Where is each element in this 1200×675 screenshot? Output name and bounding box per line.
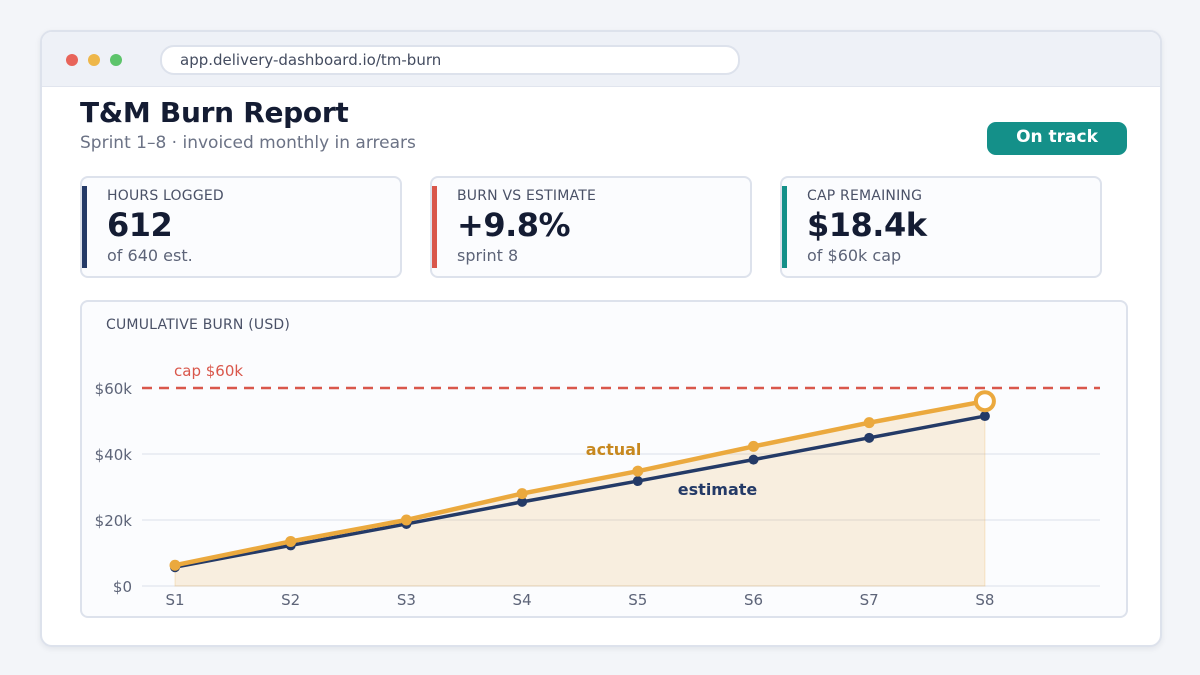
browser-window: app.delivery-dashboard.io/tm-burn T&M Bu…	[40, 30, 1162, 647]
actual-point	[748, 440, 759, 452]
x-tick-label: S6	[744, 591, 763, 609]
status-badge: On track	[987, 122, 1127, 155]
actual-point	[632, 465, 644, 477]
browser-titlebar: app.delivery-dashboard.io/tm-burn	[42, 32, 1160, 87]
y-tick-label: $40k	[95, 446, 133, 464]
x-tick-label: S5	[628, 591, 647, 609]
x-tick-label: S4	[513, 591, 532, 609]
cumulative-burn-chart: $0 $20k $40k $60k S1 S2 S3 S4 S5 S6 S7 S8 cap $60k ac…	[95, 362, 1100, 609]
x-tick-label: S1	[165, 591, 184, 609]
kpi-value: 612	[107, 206, 173, 244]
chart-title: CUMULATIVE BURN (USD)	[106, 317, 291, 333]
kpi-card-burn-vs-estimate: BURN VS ESTIMATE +9.8% sprint 8	[430, 176, 752, 278]
kpi-note: of $60k cap	[807, 246, 902, 265]
kpi-label: CAP REMAINING	[807, 188, 923, 204]
minimize-window-button[interactable]	[88, 54, 100, 66]
kpi-card-hours-logged: HOURS LOGGED 612 of 640 est.	[80, 176, 402, 278]
estimate-point	[748, 454, 759, 465]
maximize-window-button[interactable]	[110, 54, 122, 66]
y-tick-label: $0	[113, 578, 132, 596]
cumulative-burn-chart-card: CUMULATIVE BURN (USD) $0 $20k $40k $60k S1 S2…	[80, 300, 1128, 618]
estimate-point	[979, 411, 990, 422]
actual-point-current	[973, 390, 996, 413]
kpi-value: $18.4k	[807, 206, 927, 244]
x-tick-label: S3	[397, 591, 416, 609]
actual-line	[174, 398, 986, 568]
page-title: T&M Burn Report	[80, 96, 349, 129]
x-tick-label: S8	[975, 591, 994, 609]
y-tick-label: $60k	[95, 380, 133, 398]
kpi-value: +9.8%	[457, 206, 571, 244]
estimate-point	[517, 496, 528, 507]
address-bar[interactable]: app.delivery-dashboard.io/tm-burn	[160, 45, 740, 75]
y-tick-label: $20k	[95, 512, 133, 530]
actual-area	[174, 400, 986, 587]
kpi-note: of 640 est.	[107, 246, 193, 265]
actual-point	[863, 417, 875, 429]
kpi-accent-bar	[82, 186, 87, 268]
estimate-point	[632, 476, 643, 487]
actual-point	[516, 488, 528, 500]
estimate-line	[174, 414, 986, 569]
estimate-point	[864, 432, 875, 443]
actual-point	[285, 535, 297, 547]
kpi-accent-bar	[782, 186, 787, 268]
x-tick-label: S2	[281, 591, 300, 609]
actual-series-label: actual	[586, 440, 642, 459]
kpi-label: BURN VS ESTIMATE	[457, 188, 596, 204]
close-window-button[interactable]	[66, 54, 78, 66]
kpi-card-cap-remaining: CAP REMAINING $18.4k of $60k cap	[780, 176, 1102, 278]
kpi-accent-bar	[432, 186, 437, 268]
x-tick-label: S7	[860, 591, 879, 609]
actual-point	[400, 514, 412, 526]
cap-label: cap $60k	[174, 362, 243, 380]
actual-point	[169, 559, 181, 571]
page-subtitle: Sprint 1–8 · invoiced monthly in arrears	[80, 133, 416, 153]
estimate-series-label: estimate	[678, 480, 758, 499]
kpi-label: HOURS LOGGED	[107, 188, 224, 204]
kpi-note: sprint 8	[457, 246, 519, 265]
